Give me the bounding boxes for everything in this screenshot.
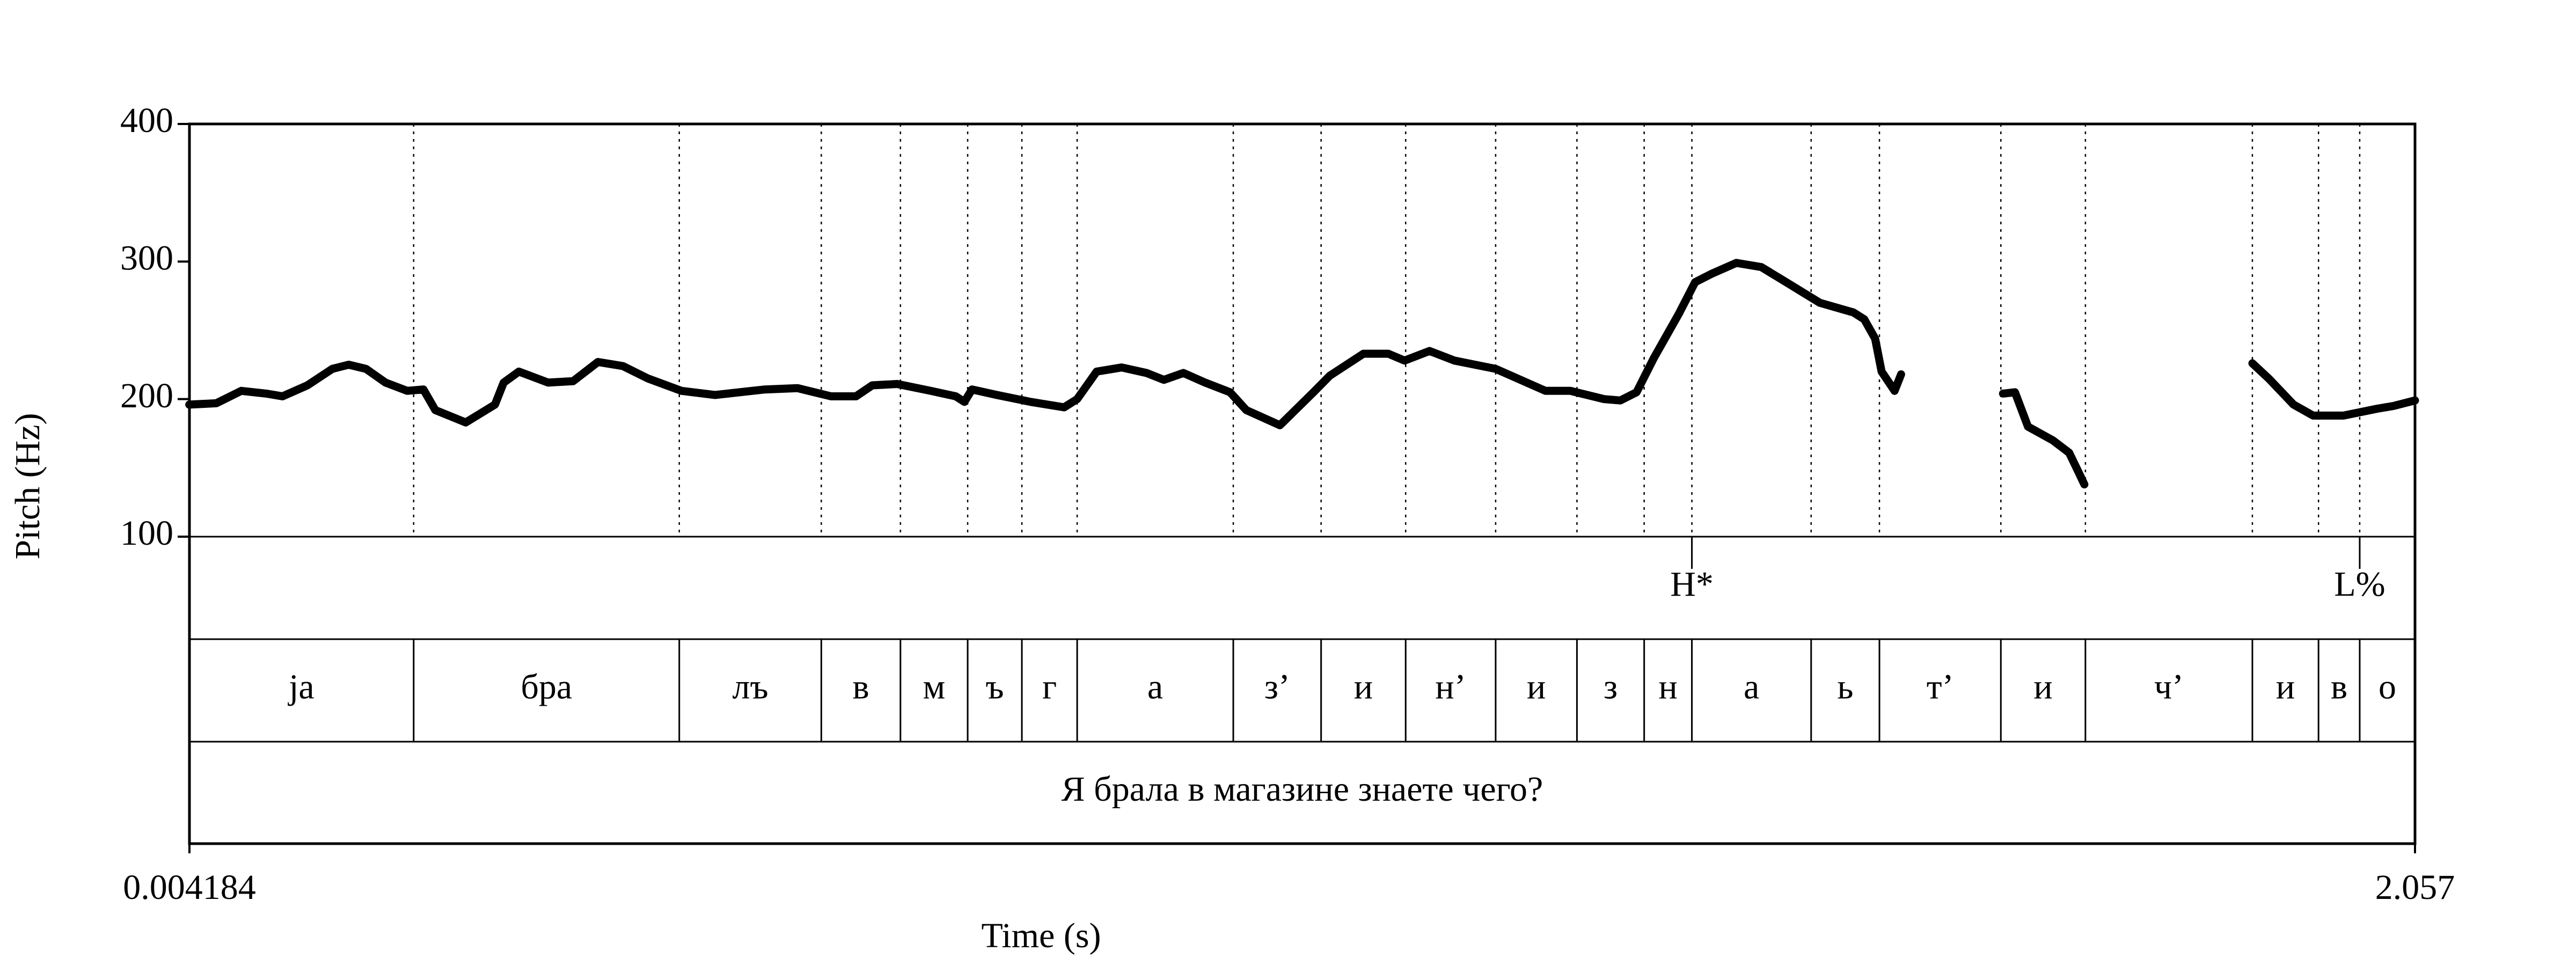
segment-label: и [2276, 668, 2295, 707]
x-tick-label: 2.057 [2375, 868, 2455, 907]
segment-label: в [2331, 668, 2347, 707]
y-axis-label: Pitch (Hz) [8, 413, 47, 559]
y-tick-label: 200 [120, 376, 173, 415]
segment-label: г [1042, 668, 1057, 707]
plot-frame [188, 122, 2417, 845]
pitch-contour [185, 259, 2419, 489]
segment-label: ч’ [2154, 668, 2184, 707]
segment-label: н [1658, 668, 1677, 707]
segment-label: з [1604, 668, 1618, 707]
segment-label: о [2379, 668, 2396, 707]
segment-label: т’ [1927, 668, 1954, 707]
segment-label: в [853, 668, 869, 707]
segment-label: ъ [986, 668, 1004, 707]
tone-label: H* [1670, 565, 1714, 604]
segment-label: а [1147, 668, 1163, 707]
y-tick-label: 400 [120, 101, 173, 140]
segment-label: и [1354, 668, 1373, 707]
segment-label: а [1744, 668, 1759, 707]
segment-label: з’ [1264, 668, 1290, 707]
segment-label: и [1527, 668, 1546, 707]
x-axis-label: Time (s) [981, 916, 1101, 955]
sentence-label: Я брала в магазине знаете чего? [1062, 770, 1543, 809]
y-tick-label: 300 [120, 238, 173, 277]
x-tick-label: 0.004184 [123, 868, 256, 907]
segment-label: лъ [733, 668, 769, 707]
segment-label: н’ [1435, 668, 1466, 707]
segment-label: м [923, 668, 946, 707]
tone-label: L% [2334, 565, 2385, 604]
segment-label: ь [1837, 668, 1853, 707]
segment-label: и [2033, 668, 2052, 707]
segment-label: ja [288, 668, 314, 707]
segment-label: бра [521, 668, 572, 707]
y-tick-label: 100 [120, 514, 173, 553]
